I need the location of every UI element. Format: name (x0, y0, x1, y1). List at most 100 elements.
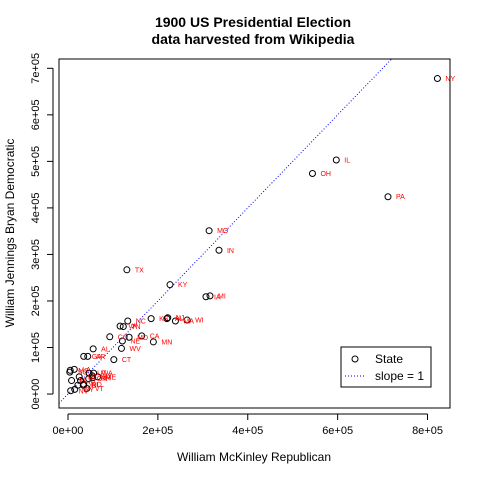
data-point-label: NJ (176, 315, 185, 322)
data-point-label: ID (89, 378, 96, 385)
chart-title-line-1: 1900 US Presidential Election (155, 14, 351, 30)
data-point-label: OR (97, 376, 108, 383)
data-point-label: VA (128, 324, 137, 331)
x-tick-label: 2e+05 (142, 425, 173, 437)
data-point (119, 323, 127, 331)
data-point-label: GA (92, 354, 102, 361)
data-point (67, 387, 75, 395)
data-point (138, 332, 146, 340)
data-point (106, 333, 114, 341)
data-point (166, 281, 174, 289)
data-point-label: SD (100, 373, 110, 380)
data-point-label: MN (161, 339, 172, 346)
data-point (205, 227, 213, 235)
data-point (110, 356, 118, 364)
data-point (215, 246, 223, 254)
data-point (147, 315, 155, 323)
data-point (183, 316, 191, 324)
data-point-label: CO (118, 334, 129, 341)
data-point (124, 317, 132, 325)
data-point-label: MO (217, 228, 229, 235)
x-tick-label: 4e+05 (232, 425, 263, 437)
data-point-label: IL (344, 157, 350, 164)
y-tick-label: 7e+05 (30, 53, 42, 84)
data-point (68, 377, 76, 385)
data-point-label: NV (79, 388, 89, 395)
data-point (206, 292, 214, 300)
data-point-label: WI (195, 318, 204, 325)
y-tick-label: 0e+00 (30, 379, 42, 410)
data-point-label: KY (178, 282, 188, 289)
data-point-label: PA (396, 194, 405, 201)
data-point-label: OH (320, 171, 331, 178)
x-tick-label: 0e+00 (53, 425, 84, 437)
data-point-label: MA (183, 318, 194, 325)
data-point (80, 352, 88, 360)
data-point (125, 333, 133, 341)
x-tick-label: 8e+05 (412, 425, 443, 437)
data-point (149, 338, 157, 346)
data-point-label: MI (218, 293, 226, 300)
data-point (117, 344, 125, 352)
data-point-label: ND (92, 382, 102, 389)
data-point (70, 365, 78, 373)
data-point (433, 75, 441, 83)
legend-box (340, 346, 432, 388)
data-point (118, 337, 126, 345)
data-point-label: WA (102, 371, 113, 378)
y-tick-label: 2e+05 (30, 286, 42, 317)
data-point-label: CA (150, 333, 160, 340)
data-point-label: AL (175, 316, 184, 323)
data-point (123, 266, 131, 274)
data-point-label: NC (136, 318, 146, 325)
data-point-label: IA (214, 294, 221, 301)
legend-label-slope: slope = 1 (375, 369, 424, 383)
data-point-label: ME (106, 374, 117, 381)
data-point (332, 156, 340, 164)
legend: State slope = 1 (340, 346, 432, 388)
data-point (88, 372, 96, 380)
data-point-label: MT (87, 374, 98, 381)
data-point-label: WY (83, 387, 95, 394)
data-point (384, 193, 392, 201)
data-point (164, 314, 172, 322)
x-axis-label: William McKinley Republican (177, 450, 331, 464)
y-tick-label: 6e+05 (30, 99, 42, 130)
x-tick-label: 6e+05 (322, 425, 353, 437)
data-point-label: RI (91, 383, 98, 390)
data-point-label: SC (78, 370, 88, 377)
data-point (202, 293, 210, 301)
data-point-label: LA (82, 367, 91, 374)
legend-point-marker (351, 355, 359, 363)
data-point-label: NE (130, 338, 140, 345)
data-point (171, 317, 179, 325)
data-point-label: IN (227, 248, 234, 255)
y-tick-label: 3e+05 (30, 239, 42, 270)
data-point-label: CT (122, 357, 132, 364)
data-point-label: VT (95, 386, 105, 393)
data-point (75, 373, 83, 381)
legend-label-state: State (375, 352, 403, 366)
y-tick-label: 5e+05 (30, 146, 42, 177)
data-point (308, 169, 316, 177)
data-point (71, 385, 79, 393)
data-point (66, 366, 74, 374)
data-point-label: KS (159, 316, 169, 323)
chart-title-line-2: data harvested from Wikipedia (152, 31, 355, 47)
data-point-label: AR (96, 354, 106, 361)
y-axis-label: William Jennings Bryan Democratic (3, 139, 17, 328)
data-point-label: TX (135, 267, 144, 274)
plot-frame (58, 58, 451, 409)
data-point (84, 352, 92, 360)
data-point (116, 322, 124, 330)
data-point-label: UT (97, 371, 107, 378)
data-point-label: AL (101, 346, 110, 353)
y-tick-label: 4e+05 (30, 192, 42, 223)
data-point-label: WV (129, 346, 141, 353)
data-point-label: NH (101, 375, 111, 382)
data-point-label: MS (78, 368, 89, 375)
data-point (163, 315, 171, 323)
data-point (89, 345, 97, 353)
data-point-label: DE (86, 383, 96, 390)
